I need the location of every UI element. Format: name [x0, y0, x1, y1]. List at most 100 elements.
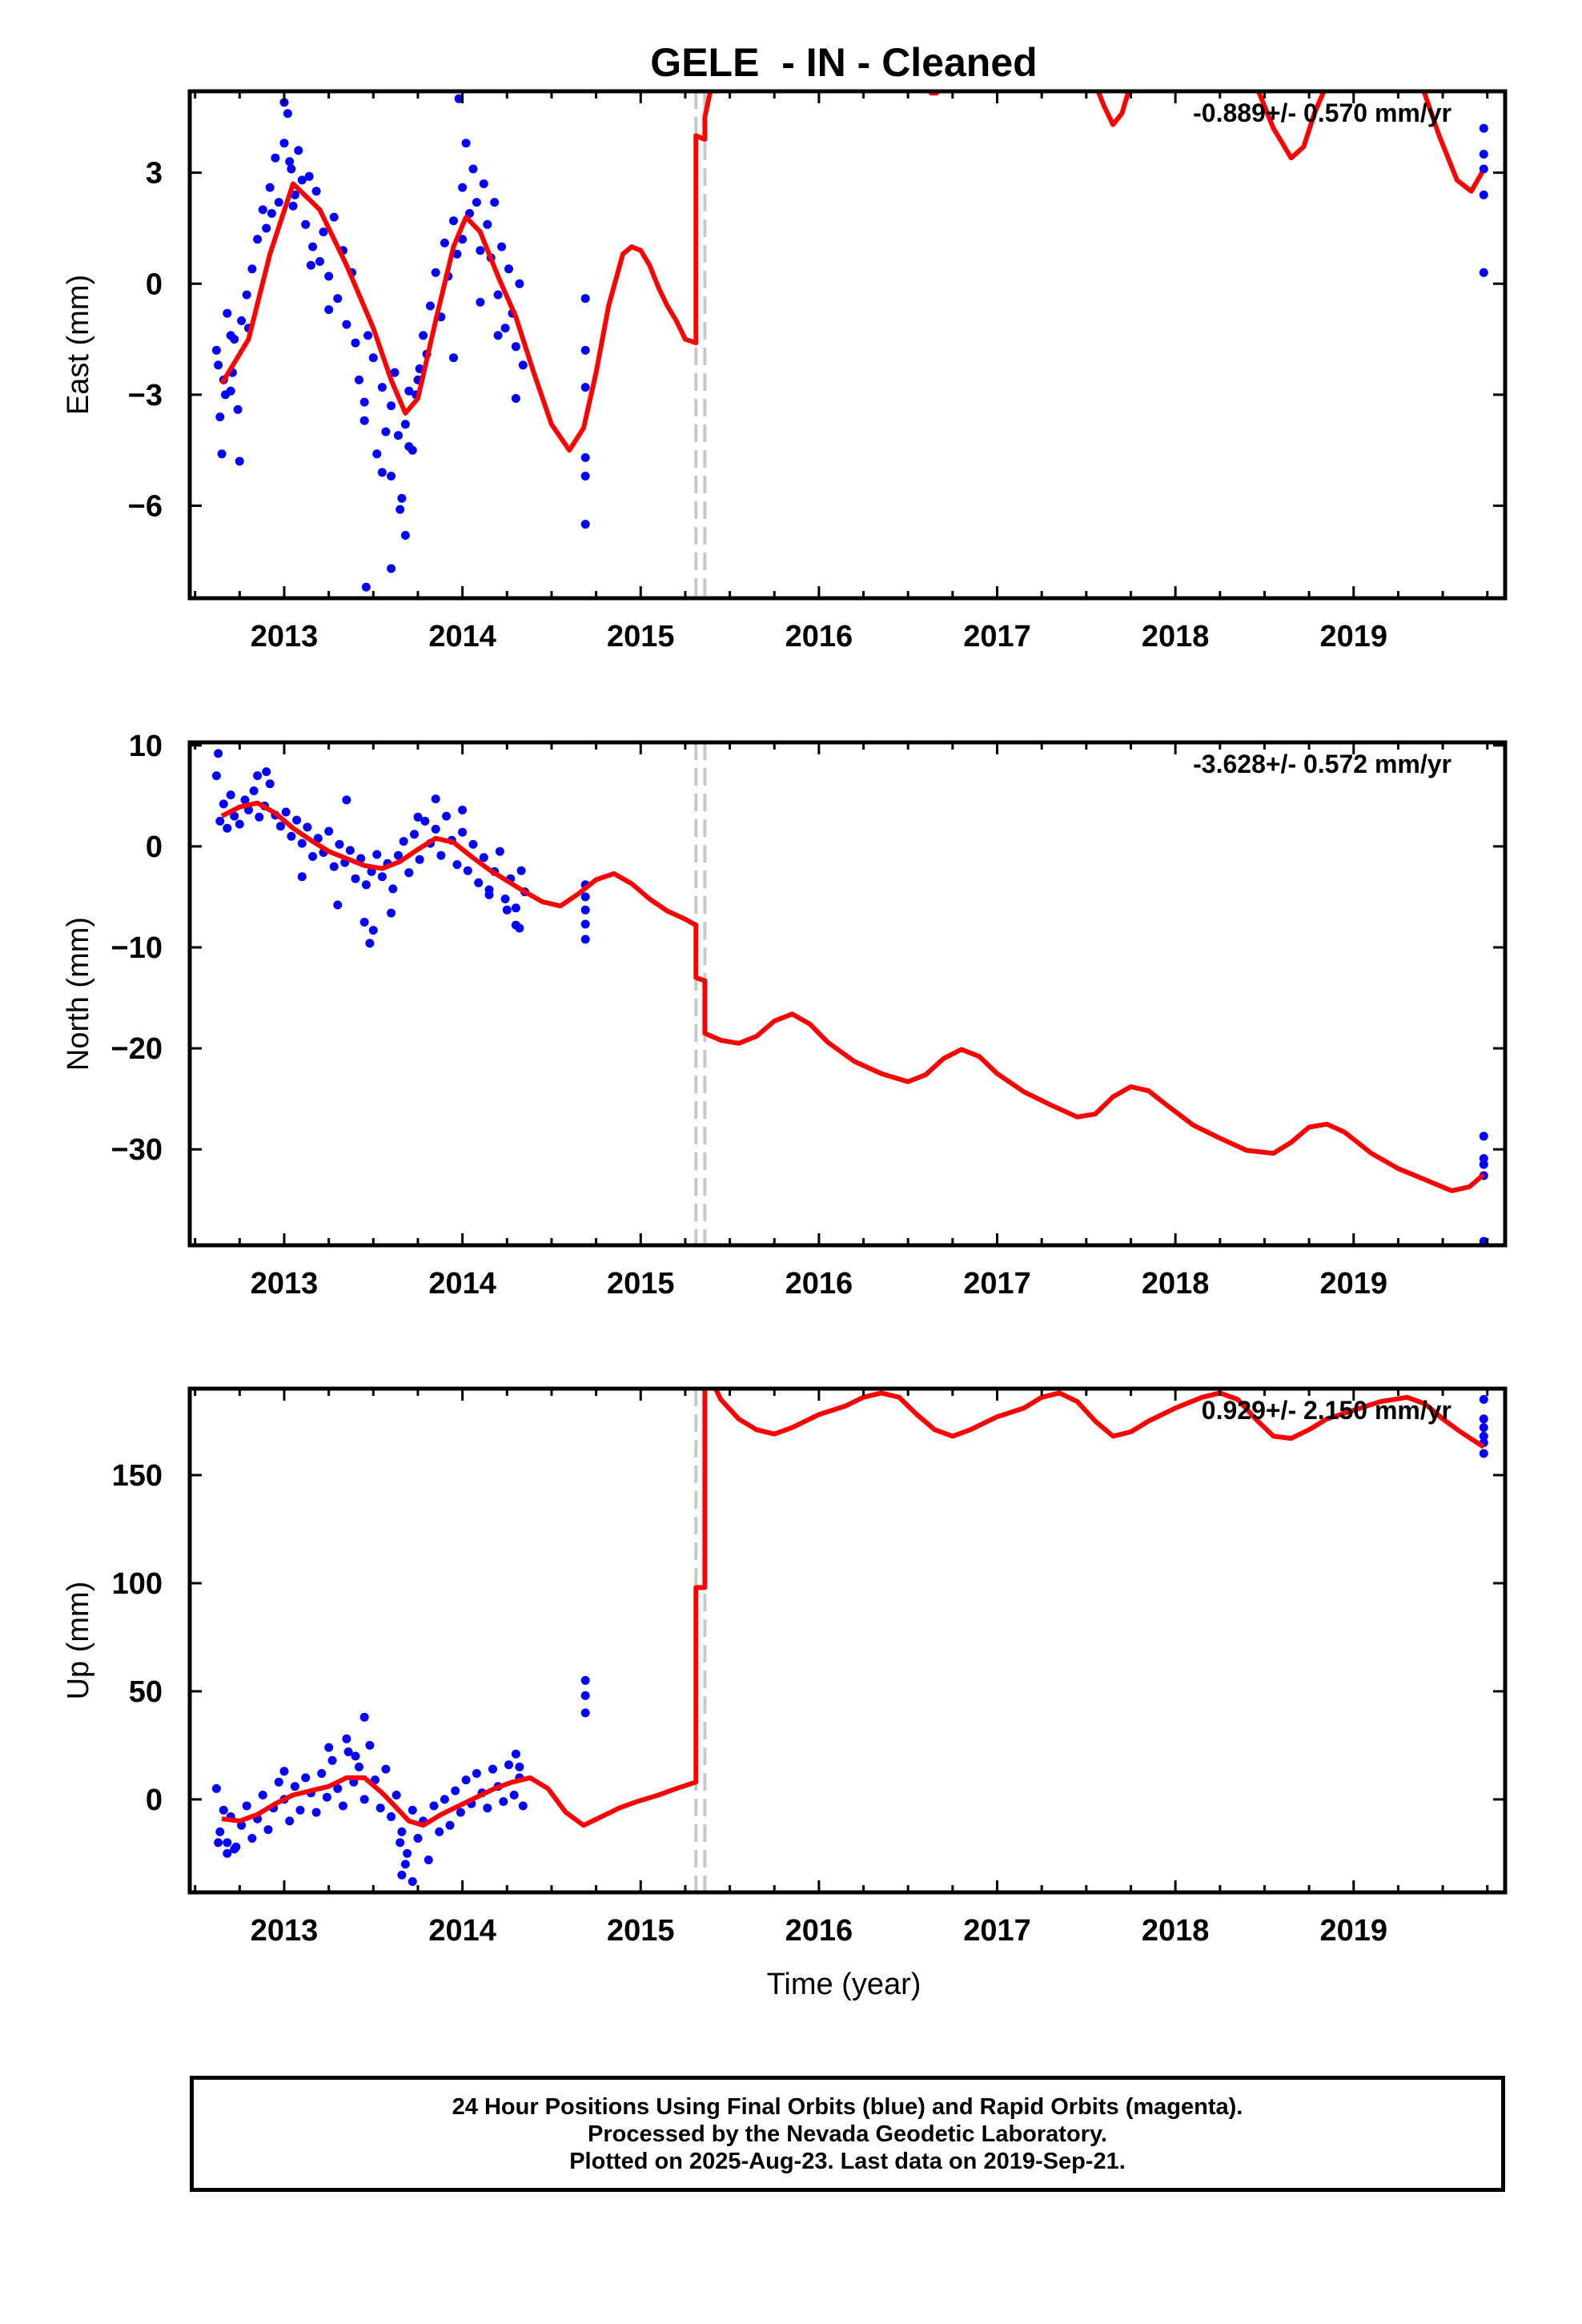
data-point — [319, 227, 328, 237]
x-tick-label: 2017 — [963, 1914, 1031, 1948]
data-point — [283, 109, 292, 119]
data-point — [400, 531, 410, 540]
panel-up: 2013 2014 2015 2016 2017 2018 2019 0 50 100 150 Up … — [62, 1386, 1508, 1948]
data-point — [504, 1760, 513, 1770]
data-point — [317, 1769, 327, 1778]
data-point — [288, 201, 298, 211]
data-point — [372, 449, 382, 459]
footer-caption-box: 24 Hour Positions Using Final Orbits (bl… — [190, 2076, 1505, 2192]
data-point — [479, 179, 488, 188]
x-axis-label: Time (year) — [767, 1968, 921, 2001]
data-point — [580, 935, 590, 944]
data-point — [377, 383, 387, 392]
data-point — [223, 823, 232, 833]
data-point — [463, 866, 472, 875]
y-tick-label: 3 — [146, 157, 163, 191]
data-point — [511, 342, 520, 352]
data-point — [445, 1820, 455, 1830]
data-point — [1479, 1414, 1488, 1424]
data-point — [440, 238, 449, 247]
model-curves-north — [220, 800, 1486, 1193]
y-tick-label: −10 — [111, 931, 163, 965]
data-point — [281, 807, 291, 817]
data-point — [500, 324, 510, 333]
data-point — [279, 1767, 289, 1776]
data-point — [511, 1749, 520, 1759]
data-point — [221, 390, 230, 400]
figure-title: GELE - IN - Cleaned — [650, 40, 1037, 85]
x-tick-label: 2013 — [251, 1267, 319, 1301]
rate-label: 0.929+/- 2.150 mm/yr — [1202, 1396, 1452, 1425]
y-tick-label: 0 — [146, 1783, 163, 1817]
data-point — [442, 811, 452, 821]
x-tick-label: 2015 — [607, 620, 675, 653]
data-point — [580, 892, 590, 902]
x-tick-label: 2018 — [1142, 1267, 1210, 1301]
data-point — [476, 297, 485, 307]
data-point — [306, 260, 315, 270]
data-point — [351, 338, 360, 348]
data-point — [297, 175, 307, 185]
data-point — [458, 235, 468, 244]
data-point — [377, 468, 387, 477]
data-point — [290, 190, 299, 199]
x-tick-label: 2014 — [428, 1914, 496, 1948]
data-point — [1479, 1449, 1488, 1458]
y-tick-label: 50 — [129, 1675, 163, 1709]
data-point — [271, 153, 280, 163]
data-point — [518, 360, 528, 370]
data-point — [580, 472, 590, 480]
data-point — [285, 1816, 295, 1826]
data-point — [419, 331, 428, 340]
data-point — [217, 449, 227, 459]
data-point — [363, 331, 373, 340]
data-point — [397, 1870, 407, 1880]
x-tick-label: 2016 — [785, 620, 853, 653]
data-point — [313, 834, 323, 843]
data-point — [290, 1782, 299, 1791]
data-point — [449, 216, 458, 226]
model-curves-up — [221, 1389, 1485, 1828]
data-point — [214, 360, 223, 370]
data-point — [223, 1848, 232, 1858]
data-point — [333, 1783, 343, 1793]
x-tick-label: 2014 — [428, 620, 496, 653]
data-point — [359, 416, 369, 425]
data-point — [355, 1762, 363, 1771]
data-point — [396, 505, 405, 514]
x-tick-label: 2019 — [1319, 1267, 1387, 1301]
data-point — [1479, 1160, 1488, 1169]
data-point — [399, 837, 408, 846]
data-point — [410, 830, 419, 839]
plot-frame-north — [187, 740, 1508, 1248]
rate-label: -3.628+/- 0.572 mm/yr — [1193, 750, 1452, 778]
plot-frame-up — [187, 1386, 1508, 1895]
data-point — [493, 290, 503, 300]
data-point — [452, 249, 462, 259]
data-point — [396, 1838, 405, 1848]
data-point — [483, 219, 492, 229]
data-point — [361, 880, 371, 890]
data-point — [365, 939, 375, 948]
data-point — [461, 139, 471, 148]
data-point — [387, 564, 396, 573]
data-point — [242, 1801, 251, 1811]
data-point — [436, 850, 446, 860]
data-point — [511, 394, 520, 403]
x-tick-label: 2015 — [607, 1914, 675, 1948]
data-point — [365, 1740, 375, 1750]
data-point — [458, 827, 468, 837]
x-tick-label: 2013 — [251, 1914, 319, 1948]
data-point — [394, 431, 403, 440]
data-point — [285, 157, 295, 167]
data-point — [387, 908, 396, 918]
data-point — [495, 846, 504, 856]
data-point — [253, 771, 263, 781]
data-point — [219, 1805, 228, 1815]
data-point — [211, 345, 221, 355]
data-point — [240, 795, 250, 805]
data-point — [387, 1812, 396, 1821]
data-point — [499, 1797, 508, 1807]
data-point — [215, 816, 225, 826]
